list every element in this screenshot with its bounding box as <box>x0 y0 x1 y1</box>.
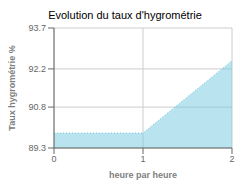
svg-text:92.2: 92.2 <box>28 64 46 74</box>
svg-text:0: 0 <box>51 154 56 164</box>
svg-text:89.3: 89.3 <box>28 143 46 153</box>
svg-text:heure par heure: heure par heure <box>109 170 177 180</box>
svg-text:2: 2 <box>229 154 234 164</box>
svg-text:93.7: 93.7 <box>28 23 46 33</box>
svg-text:Taux hygrométrie %: Taux hygrométrie % <box>8 45 17 130</box>
svg-text:90.8: 90.8 <box>28 102 46 112</box>
svg-text:1: 1 <box>140 154 145 164</box>
html-text:Evolution du taux d'hygrométri: Evolution du taux d'hygrométrie <box>48 9 202 21</box>
